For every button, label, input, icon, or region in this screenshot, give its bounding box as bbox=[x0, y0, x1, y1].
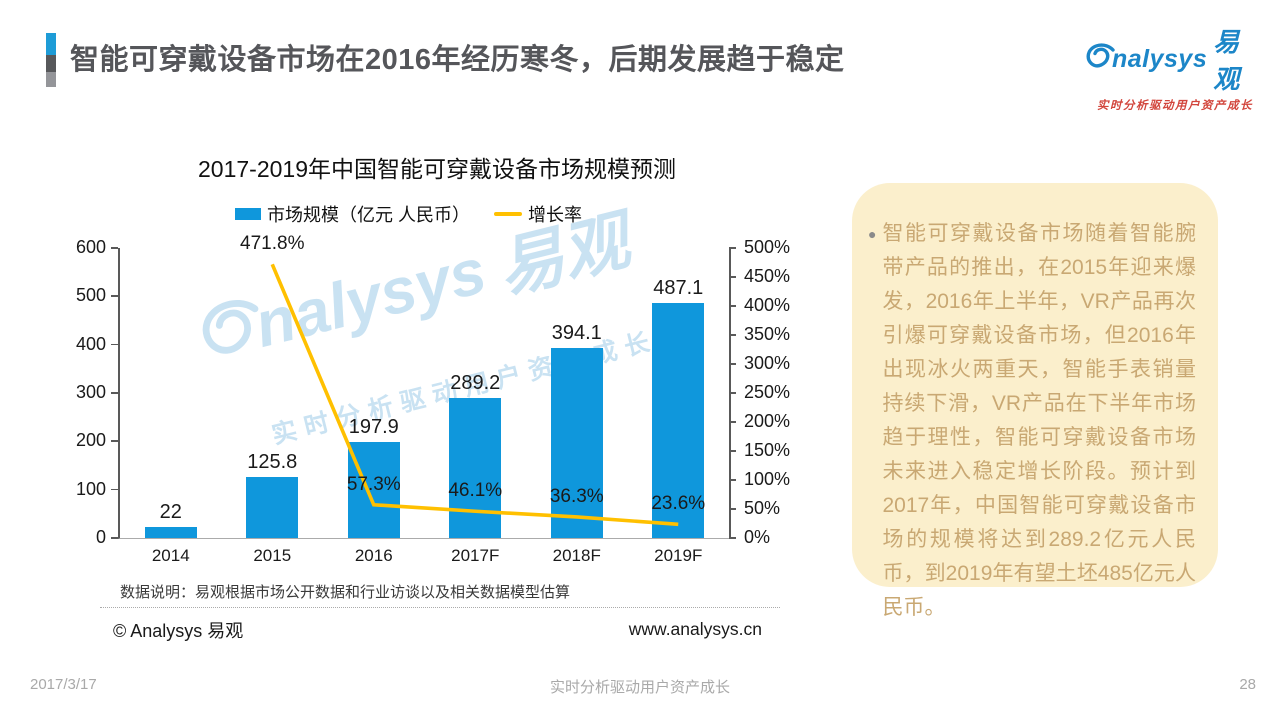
right-axis-tick-label: 400% bbox=[744, 295, 791, 315]
bar-series-swatch bbox=[235, 208, 261, 220]
bar-value-label: 289.2 bbox=[450, 372, 501, 395]
right-axis-tick-label: 450% bbox=[744, 266, 791, 286]
page-title: 智能可穿戴设备市场在2016年经历寒冬，后期发展趋于稳定 bbox=[70, 44, 845, 76]
left-axis-tick bbox=[111, 247, 118, 249]
footer-page-number: 28 bbox=[1239, 676, 1256, 693]
bar-value-label: 125.8 bbox=[247, 451, 298, 474]
x-axis-label-2016: 2016 bbox=[354, 546, 393, 565]
accent-segment-blue bbox=[46, 33, 56, 55]
growth-rate-label: 36.3% bbox=[549, 485, 604, 507]
bar-2017F bbox=[449, 398, 502, 538]
right-axis-tick-label: 200% bbox=[744, 411, 791, 431]
logo-tagline: 实时分析驱动用户资产成长 bbox=[1097, 100, 1253, 112]
legend-label-growth-rate: 增长率 bbox=[528, 205, 582, 225]
analysys-watermark: nalysys 易观 bbox=[188, 187, 637, 386]
logo-latin: nalysys bbox=[1112, 44, 1208, 73]
left-axis-tick-label: 100 bbox=[75, 478, 106, 499]
growth-rate-label: 23.6% bbox=[651, 493, 706, 515]
right-axis-tick bbox=[729, 508, 736, 510]
line-series-swatch bbox=[494, 212, 522, 216]
chart-note: 数据说明：易观根据市场公开数据和行业访谈以及相关数据模型估算 bbox=[120, 584, 571, 601]
left-axis-tick-label: 200 bbox=[75, 430, 106, 451]
growth-rate-label: 471.8% bbox=[240, 233, 305, 255]
bar-2016 bbox=[347, 442, 400, 538]
right-axis-tick bbox=[729, 479, 736, 481]
title-accent-bar bbox=[46, 33, 56, 87]
right-axis-tick bbox=[729, 276, 736, 278]
bar-value-label: 22 bbox=[159, 501, 182, 524]
analysys-swoosh-icon bbox=[1085, 42, 1115, 76]
left-axis-tick-label: 400 bbox=[75, 333, 106, 354]
right-axis-tick bbox=[729, 392, 736, 394]
x-axis-label-2014: 2014 bbox=[151, 546, 190, 565]
left-axis-tick-label: 600 bbox=[75, 237, 106, 257]
left-axis-tick bbox=[111, 343, 118, 346]
website-link: www.analysys.cn bbox=[628, 619, 762, 639]
left-axis-tick-label: 0 bbox=[95, 527, 106, 547]
footer-tagline: 实时分析驱动用户资产成长 bbox=[549, 679, 730, 696]
left-axis-tick-label: 500 bbox=[75, 285, 106, 306]
left-axis-tick bbox=[111, 488, 118, 491]
right-axis-tick-label: 350% bbox=[744, 324, 791, 344]
logo-cn: 易观 bbox=[1213, 27, 1240, 94]
left-axis-tick bbox=[111, 537, 118, 539]
dotted-separator bbox=[100, 607, 780, 608]
left-axis-tick-label: 300 bbox=[75, 382, 106, 402]
right-axis-tick-label: 100% bbox=[744, 469, 791, 489]
x-axis-label-2019F: 2019F bbox=[654, 546, 703, 565]
right-axis-tick-label: 150% bbox=[744, 440, 791, 460]
analysys-logo: nalysys 易观 实时分析驱动用户资产成长 bbox=[1085, 22, 1260, 113]
bar-value-label: 197.9 bbox=[348, 416, 399, 439]
bar-value-label: 394.1 bbox=[551, 321, 602, 344]
copyright-text: © Analysys 易观 bbox=[113, 621, 244, 641]
bar-value-label: 487.1 bbox=[653, 276, 704, 299]
chart-title: 2017-2019年中国智能可穿戴设备市场规模预测 bbox=[198, 156, 676, 182]
legend-label-market-size: 市场规模（亿元 人民币） bbox=[267, 205, 470, 225]
accent-segment-darkgray bbox=[46, 55, 56, 72]
right-axis-tick-label: 250% bbox=[744, 382, 791, 402]
left-axis-tick bbox=[111, 440, 118, 442]
right-axis-tick-label: 500% bbox=[744, 237, 791, 257]
right-axis-tick-label: 0% bbox=[744, 527, 771, 547]
left-axis-tick bbox=[111, 392, 118, 394]
right-axis-tick-label: 50% bbox=[744, 498, 781, 518]
bullet-icon: ● bbox=[868, 226, 877, 242]
chart-legend: 市场规模（亿元 人民币） 增长率 bbox=[235, 201, 582, 227]
right-axis-tick bbox=[729, 363, 736, 365]
growth-rate-label: 57.3% bbox=[346, 473, 401, 495]
footer-date: 2017/3/17 bbox=[30, 676, 97, 693]
right-axis-tick bbox=[729, 421, 736, 423]
legend-item-market-size: 市场规模（亿元 人民币） bbox=[235, 201, 470, 227]
x-axis-label-2015: 2015 bbox=[253, 546, 292, 565]
x-axis-label-2018F: 2018F bbox=[552, 546, 601, 565]
accent-segment-gray bbox=[46, 72, 56, 87]
bar-2019F bbox=[652, 302, 705, 538]
right-axis-tick bbox=[729, 305, 736, 307]
x-axis-label-2017F: 2017F bbox=[451, 546, 500, 565]
right-axis-tick bbox=[729, 450, 736, 452]
bar-2018F bbox=[550, 347, 603, 538]
chart-plot-area: 22 2014 125.8 2015 197.9 2016 289.2 2017F 394.1 2… bbox=[118, 233, 731, 565]
legend-item-growth-rate: 增长率 bbox=[494, 201, 582, 227]
right-axis-tick bbox=[729, 247, 736, 249]
insight-panel: ● 智能可穿戴设备市场随着智能腕带产品的推出，在2015年迎来爆发，2016年上… bbox=[852, 183, 1218, 619]
insight-text: 智能可穿戴设备市场随着智能腕带产品的推出，在2015年迎来爆发，2016年上半年… bbox=[882, 222, 1196, 619]
right-axis-tick bbox=[729, 334, 736, 336]
growth-rate-label: 46.1% bbox=[448, 480, 503, 502]
right-axis-tick-label: 300% bbox=[744, 353, 791, 373]
growth-rate-line bbox=[270, 263, 679, 527]
right-axis-tick bbox=[729, 537, 736, 539]
left-axis-tick bbox=[111, 295, 118, 297]
bar-2014 bbox=[144, 527, 197, 538]
watermark-swoosh-icon bbox=[192, 292, 272, 371]
bar-2015 bbox=[246, 477, 299, 538]
